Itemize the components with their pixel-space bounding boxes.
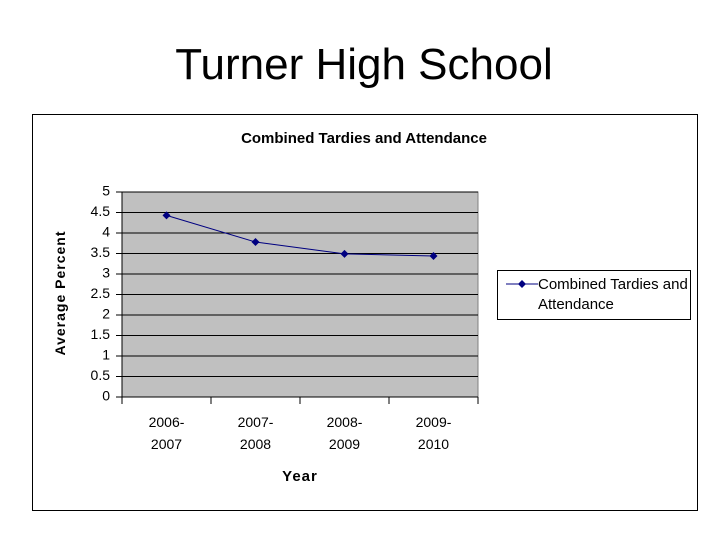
data-point [251, 238, 260, 247]
y-tick-label: 4.5 [91, 203, 111, 219]
y-tick-label: 3 [102, 265, 110, 281]
x-tick-label: 2008-2009 [326, 414, 363, 452]
y-tick-label: 2.5 [91, 285, 111, 301]
legend-label: Combined Tardies and Attendance [538, 276, 688, 313]
data-point [340, 249, 349, 258]
slide-title: Turner High School [175, 40, 553, 89]
x-tick-label: 2006-2007 [148, 414, 185, 452]
y-tick-label: 0.5 [91, 367, 111, 383]
x-tick-label: 2007-2008 [237, 414, 274, 452]
y-tick-label: 0 [102, 388, 110, 404]
y-tick-label: 1 [102, 347, 110, 363]
y-tick-label: 3.5 [91, 244, 111, 260]
x-axis-title: Year [282, 468, 318, 485]
data-point [429, 251, 438, 260]
y-tick-label: 4 [102, 224, 110, 240]
y-tick-label: 2 [102, 306, 110, 322]
legend-swatch [506, 280, 538, 288]
legend-marker [518, 280, 526, 288]
legend: Combined Tardies and Attendance [497, 270, 691, 320]
x-tick-label: 2009-2010 [415, 414, 452, 452]
data-point [162, 211, 171, 220]
chart-frame [32, 114, 698, 511]
series-line [166, 214, 434, 257]
chart-title: Combined Tardies and Attendance [241, 130, 487, 147]
y-tick-label: 1.5 [91, 326, 111, 342]
y-tick-label: 5 [102, 183, 110, 199]
